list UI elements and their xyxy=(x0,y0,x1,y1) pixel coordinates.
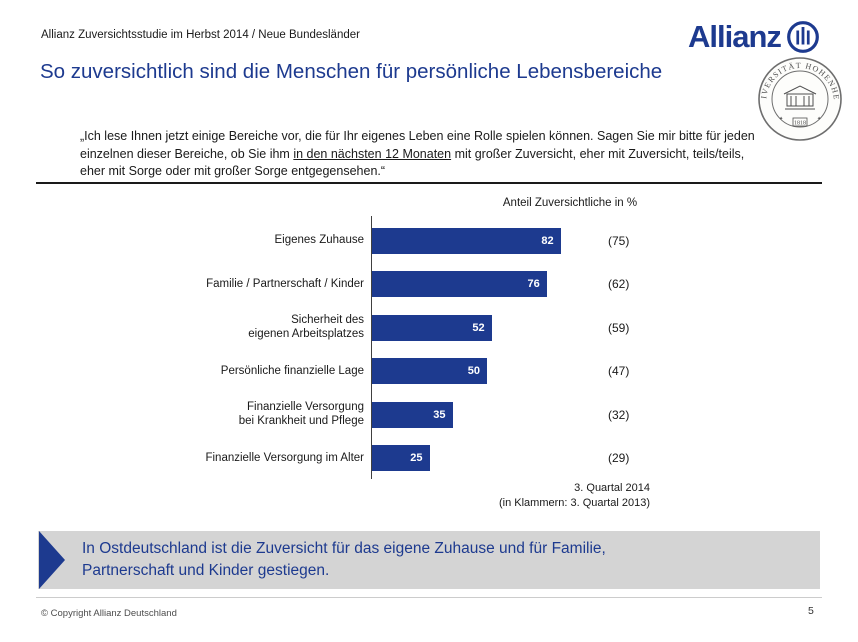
chart-bar-value: 52 xyxy=(472,321,485,334)
chart-bar-area: 52 xyxy=(372,314,608,341)
chart-baseline-axis xyxy=(371,216,372,479)
callout-text: In Ostdeutschland ist die Zuversicht für… xyxy=(82,540,606,579)
footnote-line-2: (in Klammern: 3. Quartal 2013) xyxy=(498,496,650,509)
chart-rows: Eigenes Zuhause 82 (75) Familie / Partnersc… xyxy=(40,219,700,480)
chart-category-label: Eigenes Zuhause xyxy=(274,234,364,246)
chart-bar-area: 82 xyxy=(372,227,608,254)
chart-previous-year-value: (32) xyxy=(608,407,630,422)
allianz-eagle-icon xyxy=(787,21,819,53)
chart-bar-area: 35 xyxy=(372,401,608,428)
chart-footnote: 3. Quartal 2014 (in Klammern: 3. Quartal… xyxy=(350,481,650,510)
chart-row: Eigenes Zuhause 82 (75) xyxy=(40,219,700,263)
header-divider xyxy=(36,182,822,184)
chart-previous-year-value: (75) xyxy=(608,233,630,248)
svg-text:✦: ✦ xyxy=(779,116,783,122)
quote-part2: mit großer Zuversicht, eher mit Zuversic… xyxy=(80,146,745,179)
chart-previous-year-value: (59) xyxy=(608,320,630,335)
university-hohenheim-seal-icon: UNIVERSITÄT HOHENHEIM 1818 ✦ ✦ xyxy=(757,56,842,141)
chart-bar-value: 35 xyxy=(433,408,446,421)
chart-category-label: Sicherheit des eigenen Arbeitsplatzes xyxy=(248,314,364,340)
chart-bar-value: 25 xyxy=(410,452,423,465)
page-title: So zuversichtlich sind die Menschen für … xyxy=(40,60,663,83)
seal-year: 1818 xyxy=(794,120,806,126)
survey-question-quote: „Ich lese Ihnen jetzt einige Bereiche vo… xyxy=(80,128,768,181)
allianz-logo-text: Allianz xyxy=(688,19,782,54)
chart-bar: 25 xyxy=(372,445,430,472)
chart-previous-year-value: (29) xyxy=(608,451,630,466)
chart-bar-area: 50 xyxy=(372,358,608,385)
chart-bar: 35 xyxy=(372,401,453,428)
chart-bar: 50 xyxy=(372,358,487,385)
footnote-line-1: 3. Quartal 2014 xyxy=(574,482,650,494)
chart-row: Persönliche finanzielle Lage 50 (47) xyxy=(40,350,700,394)
chart-bar: 52 xyxy=(372,314,492,341)
allianz-logo: Allianz xyxy=(688,20,820,54)
chart-category-label: Persönliche finanzielle Lage xyxy=(220,364,364,377)
footer-divider xyxy=(36,597,822,598)
chart-bar-value: 50 xyxy=(467,365,480,378)
page-number: 5 xyxy=(808,605,814,617)
chart-category-label: Finanzielle Versorgung bei Krankheit und… xyxy=(238,401,364,427)
chart-bar-area: 25 xyxy=(372,445,608,472)
chart-previous-year-value: (47) xyxy=(608,364,630,379)
chart-bar-value: 82 xyxy=(541,234,554,247)
chart-previous-year-value: (62) xyxy=(608,277,630,292)
chart-row: Familie / Partnerschaft / Kinder 76 (62) xyxy=(40,263,700,307)
chart-row: Sicherheit des eigenen Arbeitsplatzes 52 (… xyxy=(40,306,700,350)
chart-bar: 76 xyxy=(372,271,547,298)
bar-chart: Eigenes Zuhause 82 (75) Familie / Partnersc… xyxy=(40,216,700,480)
chart-category-label: Finanzielle Versorgung im Alter xyxy=(205,451,364,464)
chart-bar-area: 76 xyxy=(372,271,608,298)
chevron-right-icon xyxy=(39,531,65,589)
chart-title: Anteil Zuversichtliche in % xyxy=(502,197,638,209)
copyright-text: © Copyright Allianz Deutschland xyxy=(41,608,177,619)
chart-row: Finanzielle Versorgung bei Krankheit und… xyxy=(40,393,700,437)
header-subtitle: Allianz Zuversichtsstudie im Herbst 2014… xyxy=(41,29,360,41)
quote-underlined-phrase: in den nächsten 12 Monaten xyxy=(293,146,452,161)
chart-row: Finanzielle Versorgung im Alter 25 (29) xyxy=(40,437,700,481)
chart-bar-value: 76 xyxy=(527,278,540,291)
svg-text:✦: ✦ xyxy=(817,116,821,122)
key-message-callout: In Ostdeutschland ist die Zuversicht für… xyxy=(38,531,820,589)
quote-part1: „Ich lese Ihnen jetzt einige Bereiche vo… xyxy=(80,129,755,161)
chart-category-label: Familie / Partnerschaft / Kinder xyxy=(206,277,364,290)
chart-bar: 82 xyxy=(372,227,561,254)
